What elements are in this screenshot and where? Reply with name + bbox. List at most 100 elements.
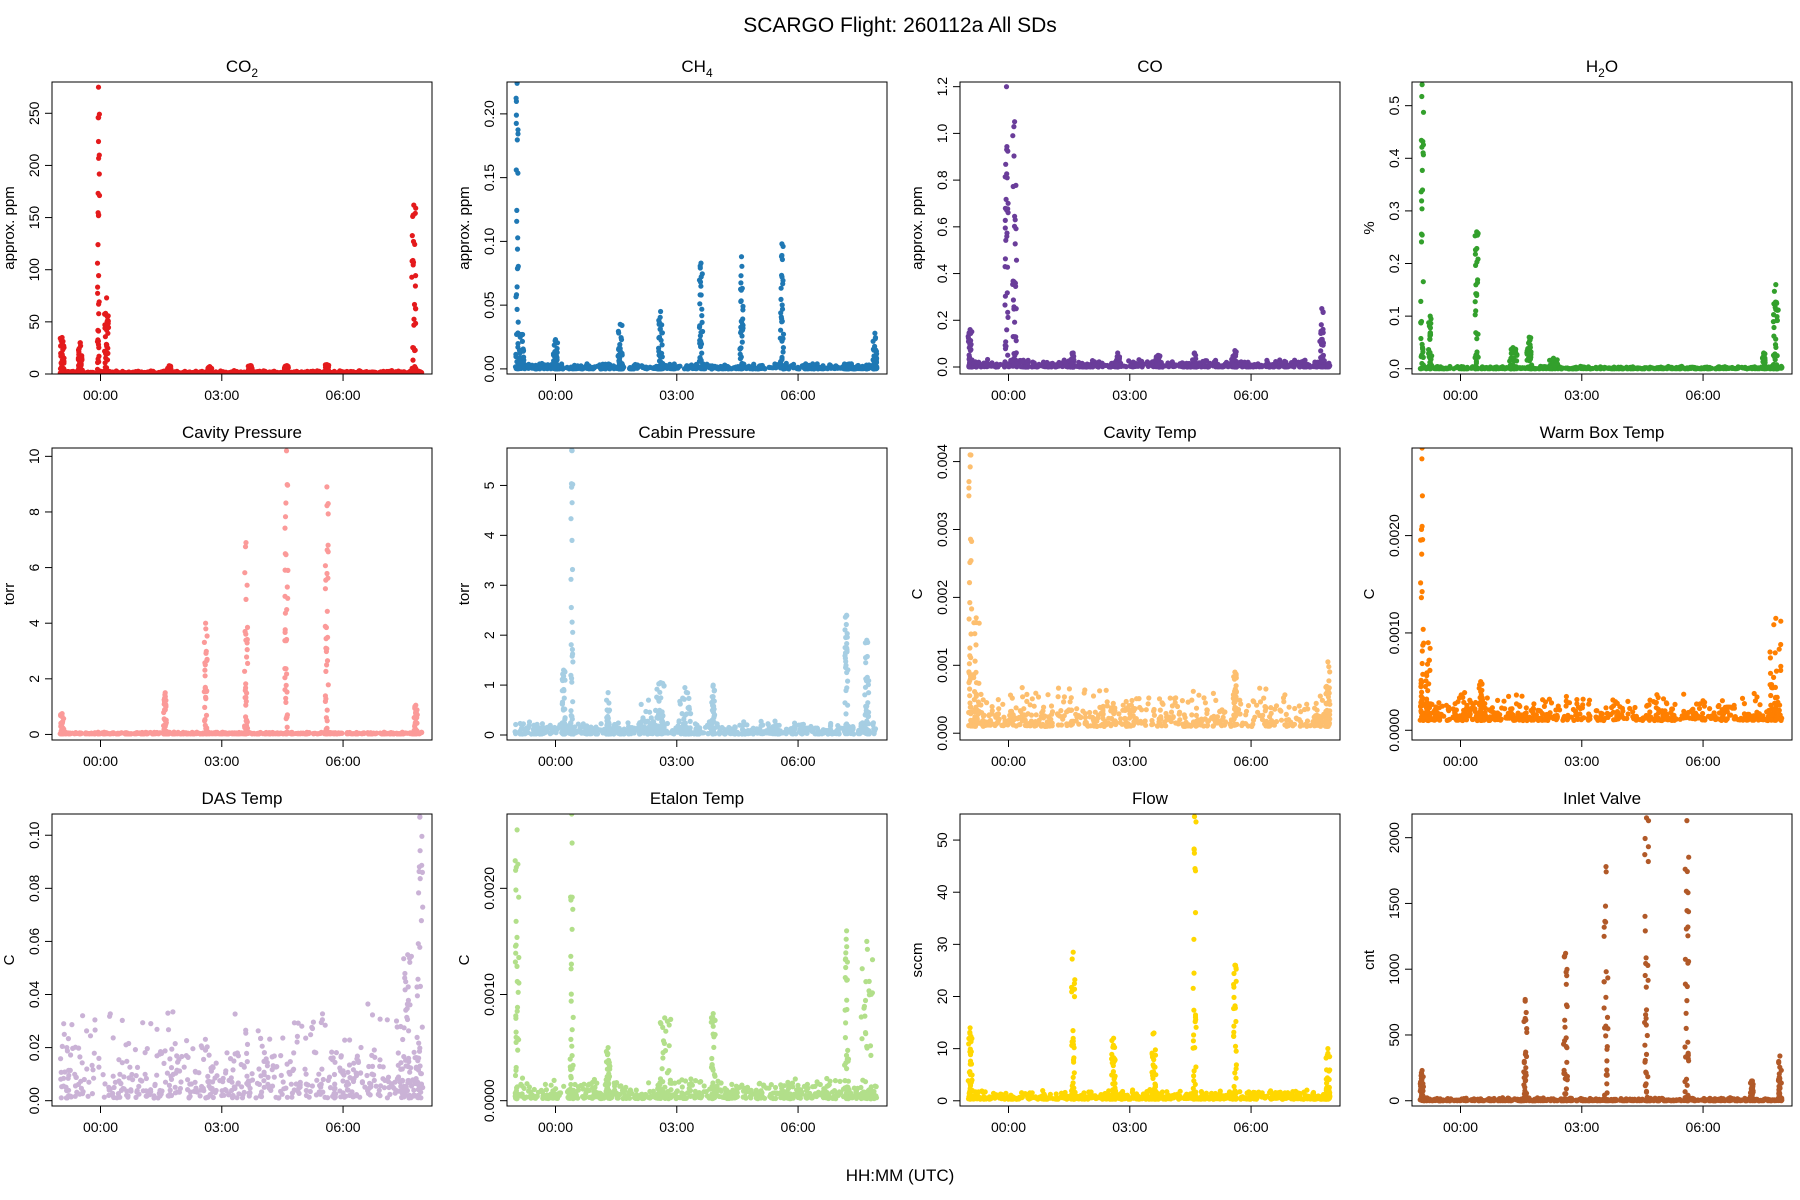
data-point bbox=[318, 729, 324, 736]
data-point bbox=[758, 723, 764, 729]
data-point bbox=[218, 368, 224, 374]
data-point bbox=[282, 610, 288, 616]
data-point bbox=[60, 347, 66, 353]
data-point bbox=[989, 363, 995, 369]
data-point bbox=[766, 364, 772, 370]
data-point bbox=[737, 346, 743, 352]
data-point bbox=[244, 654, 250, 660]
data-point bbox=[298, 370, 304, 374]
data-point bbox=[1260, 363, 1266, 369]
data-point bbox=[801, 362, 807, 368]
data-point bbox=[1191, 363, 1197, 369]
spike-peak-point bbox=[324, 362, 330, 368]
data-point bbox=[1474, 259, 1480, 265]
data-point bbox=[805, 363, 811, 370]
data-point bbox=[531, 722, 537, 728]
data-point bbox=[1679, 365, 1685, 371]
data-point bbox=[1434, 366, 1440, 372]
data-point bbox=[800, 721, 807, 727]
data-point bbox=[216, 731, 222, 737]
data-point bbox=[1320, 364, 1326, 370]
data-point bbox=[716, 731, 723, 737]
data-point bbox=[1013, 257, 1020, 263]
data-point bbox=[1083, 364, 1089, 370]
data-point bbox=[1005, 352, 1011, 358]
data-point bbox=[1419, 167, 1425, 173]
data-point bbox=[108, 731, 114, 737]
data-point bbox=[202, 704, 208, 711]
data-point bbox=[578, 365, 584, 371]
data-point bbox=[199, 368, 205, 374]
data-point bbox=[202, 673, 208, 679]
data-point bbox=[1420, 150, 1426, 156]
y-tick-label: 0.00 bbox=[481, 355, 497, 382]
data-point bbox=[1011, 153, 1017, 159]
data-point bbox=[702, 724, 709, 730]
data-point bbox=[1180, 360, 1186, 366]
x-tick-label: 00:00 bbox=[1443, 387, 1478, 403]
data-point bbox=[103, 350, 109, 356]
data-point bbox=[671, 362, 677, 368]
spike-peak-point bbox=[243, 540, 249, 546]
data-point bbox=[732, 731, 738, 737]
data-point bbox=[1771, 333, 1777, 339]
data-point bbox=[1739, 364, 1745, 370]
data-point bbox=[1420, 354, 1426, 360]
data-point bbox=[566, 365, 572, 371]
data-point bbox=[1547, 365, 1554, 371]
data-point bbox=[659, 330, 665, 336]
data-point bbox=[1513, 365, 1519, 371]
data-point bbox=[720, 725, 726, 731]
data-point bbox=[350, 369, 356, 374]
data-point bbox=[780, 281, 786, 287]
series-points bbox=[512, 448, 879, 737]
data-point bbox=[1775, 365, 1781, 371]
data-point bbox=[570, 699, 576, 705]
data-point bbox=[1419, 93, 1425, 100]
data-point bbox=[243, 730, 249, 736]
data-point bbox=[122, 730, 128, 736]
data-point bbox=[1464, 365, 1470, 371]
spike-peak-point bbox=[1191, 350, 1198, 356]
data-point bbox=[834, 727, 841, 733]
panel-title: H2O bbox=[1586, 57, 1618, 80]
spike-peak-point bbox=[617, 321, 623, 327]
y-tick-label: 250 bbox=[26, 101, 42, 125]
data-point bbox=[202, 722, 208, 728]
data-point bbox=[361, 730, 367, 737]
data-point bbox=[224, 370, 230, 374]
data-point bbox=[787, 729, 793, 735]
data-point bbox=[514, 246, 521, 252]
data-point bbox=[515, 319, 521, 325]
data-point bbox=[1419, 187, 1426, 193]
data-point bbox=[515, 131, 521, 137]
y-tick-label: 0.8 bbox=[934, 170, 950, 190]
data-point bbox=[346, 369, 352, 374]
data-point bbox=[241, 369, 247, 374]
data-point bbox=[814, 725, 821, 732]
data-point bbox=[525, 362, 531, 368]
data-point bbox=[339, 368, 345, 374]
spike-peak-point bbox=[59, 711, 65, 717]
plot-frame bbox=[51, 81, 433, 375]
data-point bbox=[873, 357, 879, 363]
data-point bbox=[304, 729, 310, 736]
data-point bbox=[656, 321, 662, 327]
y-axis-label: approx. ppm bbox=[1, 186, 18, 269]
data-point bbox=[1771, 312, 1777, 318]
data-point bbox=[1003, 237, 1009, 243]
x-tick-label: 06:00 bbox=[781, 387, 816, 403]
data-point bbox=[697, 265, 703, 271]
data-point bbox=[329, 730, 336, 737]
data-point bbox=[95, 337, 101, 343]
data-point bbox=[195, 730, 201, 736]
data-point bbox=[1536, 366, 1542, 372]
data-point bbox=[1302, 362, 1308, 368]
data-point bbox=[325, 511, 331, 517]
y-tick-label: 200 bbox=[26, 154, 42, 178]
data-point bbox=[103, 341, 109, 347]
data-point bbox=[1320, 357, 1326, 363]
data-point bbox=[396, 370, 402, 374]
data-point bbox=[1230, 356, 1236, 362]
data-point bbox=[242, 668, 248, 674]
